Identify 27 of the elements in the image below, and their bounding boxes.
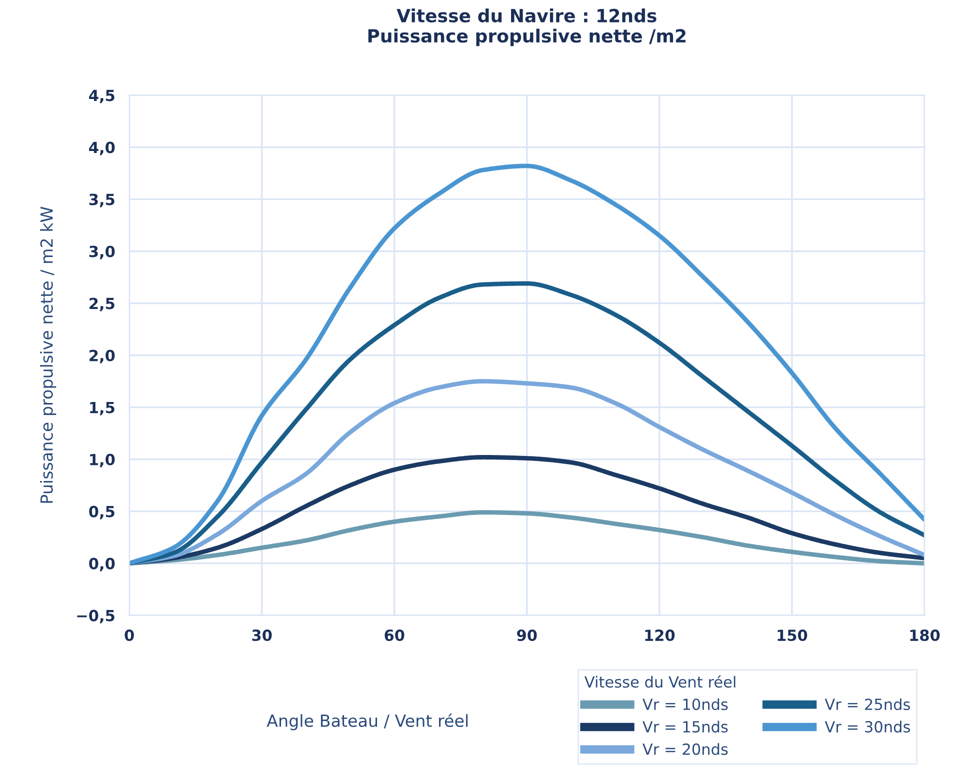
- legend-label: Vr = 30nds: [824, 720, 910, 733]
- y-tick-label: 0,0: [89, 558, 115, 572]
- y-tick-label: 4,5: [89, 90, 114, 104]
- legend-label: Vr = 25nds: [824, 698, 910, 710]
- legend-label: Vr = 10nds: [642, 698, 728, 710]
- x-tick-label: 180: [910, 629, 940, 642]
- legend-label: Vr = 15nds: [642, 720, 728, 733]
- x-tick-label: 150: [778, 629, 808, 642]
- y-tick-label: 1,5: [90, 402, 114, 416]
- x-axis-title: Angle Bateau / Vent réel: [266, 713, 468, 730]
- x-tick-label: 0: [124, 629, 134, 642]
- legend-title: Vitesse du Vent réel: [584, 675, 736, 688]
- x-tick-label: 120: [645, 629, 675, 642]
- y-axis-title: Puissance propulsive nette / m2 kW: [40, 206, 56, 503]
- y-tick-label: 4,0: [89, 142, 115, 156]
- y-tick-label: 3,0: [89, 246, 115, 260]
- x-tick-label: 30: [252, 629, 272, 642]
- x-tick-label: 60: [384, 629, 404, 642]
- chart-title: Vitesse du Navire : 12nds Puissance propulsive nette /m2: [368, 8, 686, 46]
- y-tick-label: 2,5: [90, 298, 114, 312]
- y-tick-label: 1,0: [90, 454, 115, 468]
- y-tick-label: −0,5: [77, 610, 114, 624]
- x-tick-label: 90: [517, 629, 537, 642]
- y-tick-label: 3,5: [89, 194, 114, 208]
- y-tick-label: 0,5: [89, 506, 114, 520]
- legend-label: Vr = 20nds: [642, 743, 728, 755]
- y-tick-label: 2,0: [90, 350, 115, 364]
